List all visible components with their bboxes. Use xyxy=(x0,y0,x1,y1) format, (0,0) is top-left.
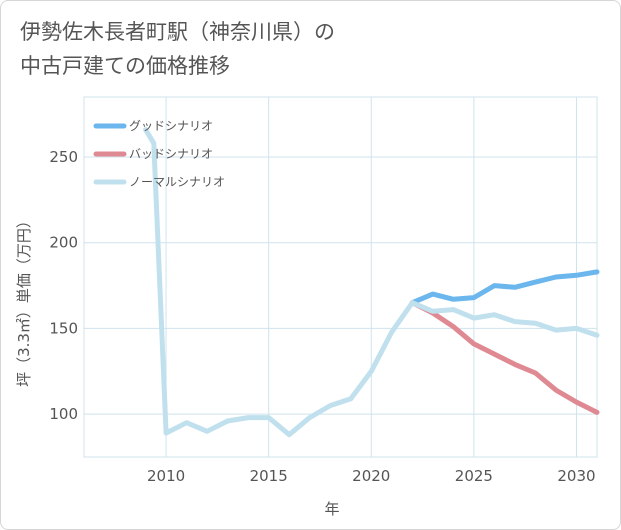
y-tick-label-150: 150 xyxy=(49,319,78,337)
x-tick-label-2030: 2030 xyxy=(557,467,595,485)
series-line-2 xyxy=(143,127,600,438)
x-axis-title: 年 xyxy=(324,500,339,518)
x-tick-label-2025: 2025 xyxy=(455,467,493,485)
legend-label-2: ノーマルシナリオ xyxy=(129,175,225,189)
chart-title: 伊勢佐木長者町駅（神奈川県）の 中古戸建ての価格推移 xyxy=(20,15,335,83)
x-tick-label-2015: 2015 xyxy=(250,467,288,485)
legend-label-0: グッドシナリオ xyxy=(129,119,213,133)
series-lines xyxy=(143,127,600,438)
x-tick-label-2020: 2020 xyxy=(352,467,390,485)
legend-label-1: バッドシナリオ xyxy=(129,147,213,161)
x-tick-label-2010: 2010 xyxy=(147,467,185,485)
series-line-1 xyxy=(409,300,600,415)
tick-labels: 2010 2015 2020 2025 2030 100 150 200 250 xyxy=(49,148,595,485)
plot-area xyxy=(83,96,598,458)
title-line-2: 中古戸建ての価格推移 xyxy=(20,54,230,78)
series-line-0 xyxy=(409,269,600,306)
y-axis-title: 坪（3.3㎡）単価（万円） xyxy=(15,213,33,387)
title-line-1: 伊勢佐木長者町駅（神奈川県）の xyxy=(20,20,335,44)
y-tick-label-100: 100 xyxy=(49,405,78,423)
y-tick-label-250: 250 xyxy=(49,148,78,166)
y-tick-label-200: 200 xyxy=(49,234,78,252)
